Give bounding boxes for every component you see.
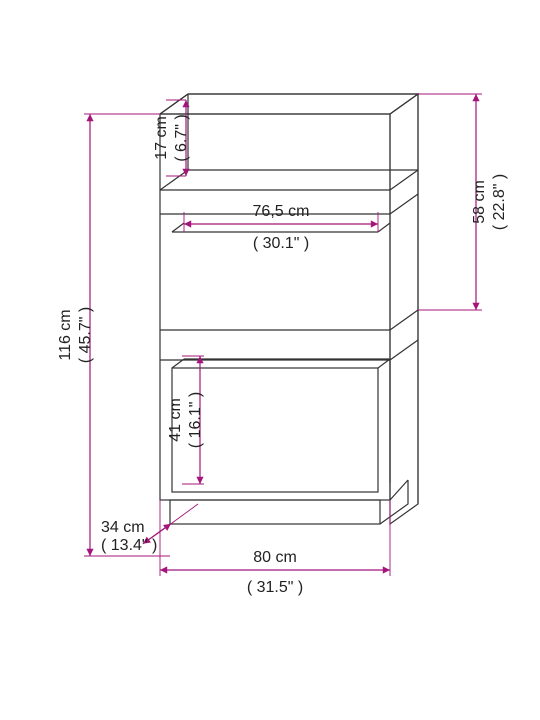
svg-text:80 cm: 80 cm bbox=[253, 549, 297, 566]
dimension-lines: 116 cm( 45.7" ) 80 cm ( 31.5" ) 34 cm( 13.4… bbox=[57, 94, 508, 596]
dimension-diagram: 116 cm( 45.7" ) 80 cm ( 31.5" ) 34 cm( 13.4… bbox=[0, 0, 540, 720]
svg-text:( 31.5" ): ( 31.5" ) bbox=[247, 579, 303, 596]
svg-text:( 22.8" ): ( 22.8" ) bbox=[491, 174, 508, 230]
svg-text:41 cm: 41 cm bbox=[167, 398, 184, 442]
svg-text:( 30.1" ): ( 30.1" ) bbox=[253, 235, 309, 252]
svg-text:( 16.1" ): ( 16.1" ) bbox=[187, 392, 204, 448]
svg-text:76,5 cm: 76,5 cm bbox=[253, 203, 310, 220]
svg-text:( 45.7" ): ( 45.7" ) bbox=[77, 307, 94, 363]
svg-text:17 cm: 17 cm bbox=[153, 116, 170, 160]
svg-text:( 13.4" ): ( 13.4" ) bbox=[101, 537, 157, 554]
svg-text:( 6.7" ): ( 6.7" ) bbox=[173, 114, 190, 161]
svg-text:34 cm: 34 cm bbox=[101, 519, 145, 536]
furniture-outline bbox=[160, 94, 418, 524]
svg-text:116 cm: 116 cm bbox=[57, 309, 74, 360]
svg-text:58 cm: 58 cm bbox=[471, 180, 488, 224]
